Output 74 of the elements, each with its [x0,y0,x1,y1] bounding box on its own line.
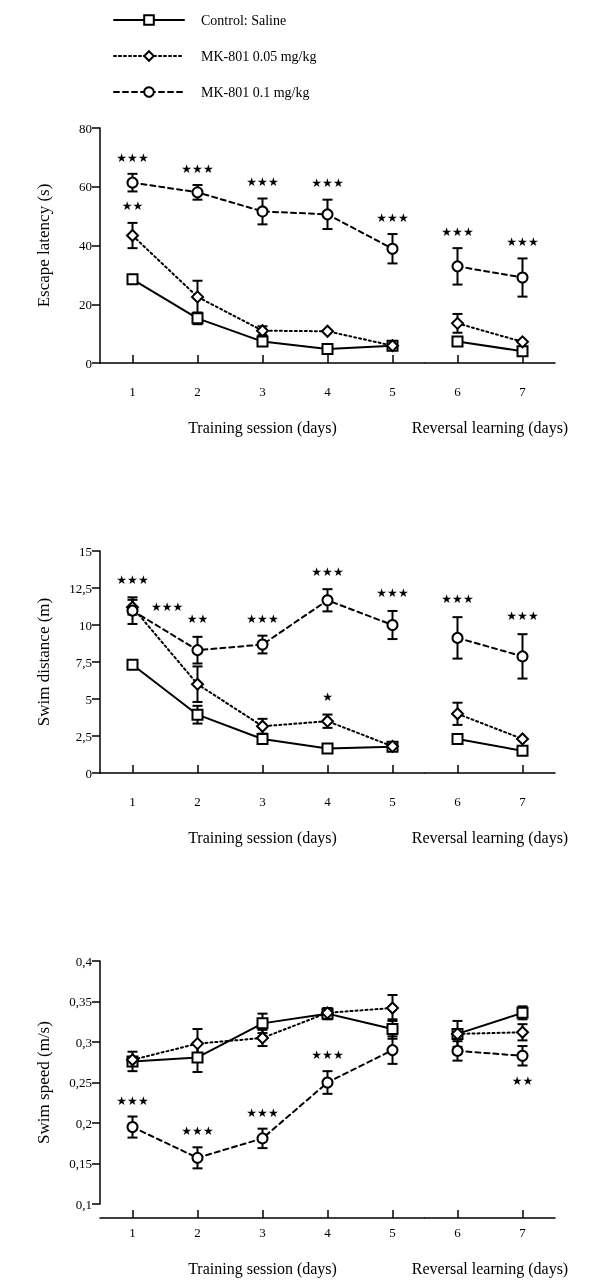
data-label: ★★★ [311,176,344,191]
data-label: ★★★ [116,572,149,587]
y-tick-label: 60 [79,179,92,195]
y-tick-label: 0 [85,355,92,371]
data-label: ★★★ [181,161,214,176]
x-tick-label: 3 [259,384,266,399]
y-tick-label: 10 [79,617,92,633]
y-tick-label: 80 [79,120,92,136]
x-tick-label: 2 [194,1225,201,1240]
x-tick-label: 3 [259,794,266,809]
data-label: ★★★ [506,608,539,623]
y-axis-title: Swim distance (m) [34,597,53,727]
x-axis-title: Reversal learning (days) [411,828,569,847]
y-tick-label: 0,25 [69,1075,92,1090]
x-tick-label: 5 [389,794,396,809]
y-tick-label: 0,3 [75,1034,92,1050]
y-tick-label: 0,15 [69,1156,92,1171]
y-tick-label: 0,2 [75,1115,92,1131]
data-label: ★★★ [116,1093,149,1108]
x-tick-label: 7 [519,384,527,399]
y-axis-title: Escape latency (s) [34,183,53,308]
x-tick-label: 2 [194,794,201,809]
y-tick-label: 0,4 [75,953,93,969]
y-tick-label: 40 [79,238,92,253]
y-axis-title: Swim speed (m/s) [34,1021,53,1144]
data-label: ★★★ [441,224,474,239]
y-tick-label: 5 [85,691,92,707]
x-tick-label: 7 [519,1225,527,1240]
data-label: ★★★ [246,175,279,190]
x-axis-title: Training session (days) [188,418,337,437]
data-label: ★★ [186,612,209,627]
y-tick-label: 0,35 [69,994,92,1009]
y-tick-label: 20 [79,296,92,312]
data-label: ★★★ [376,210,409,225]
data-label: ★ [322,690,333,705]
data-label: ★★★ [181,1124,214,1139]
y-tick-label: 0 [85,765,92,781]
data-label: ★★★ [246,1105,279,1120]
data-label: ★★★ [151,600,184,615]
x-axis-title: Training session (days) [188,828,337,847]
x-tick-label: 1 [129,384,136,399]
data-label: ★★★ [311,565,344,580]
x-tick-label: 4 [324,1225,332,1240]
x-tick-label: 4 [324,794,332,809]
legend-label: MK-801 0.1 mg/kg [201,84,310,100]
data-label: ★★★ [116,150,149,165]
data-label: ★★★ [441,592,474,607]
x-tick-label: 3 [259,1225,266,1240]
x-tick-label: 1 [129,1225,136,1240]
x-tick-label: 1 [129,794,136,809]
x-tick-label: 2 [194,384,201,399]
y-tick-label: 0,1 [75,1196,92,1212]
y-tick-label: 7,5 [75,654,92,670]
x-tick-label: 6 [454,384,462,399]
data-label: ★★★ [246,611,279,626]
legend-label: MK-801 0.05 mg/kg [201,48,317,64]
data-label: ★★★ [376,586,409,601]
x-axis-title: Reversal learning (days) [411,1259,569,1278]
x-tick-label: 6 [454,1225,462,1240]
x-tick-label: 5 [389,384,396,399]
x-tick-label: 7 [519,794,527,809]
data-label: ★★ [511,1074,534,1089]
x-tick-label: 5 [389,1225,396,1240]
x-axis-title: Reversal learning (days) [411,418,569,437]
y-tick-label: 12,5 [69,580,92,596]
x-tick-label: 4 [324,384,332,399]
data-label: ★★ [121,198,144,213]
legend-label: Control: Saline [201,12,287,28]
x-tick-label: 6 [454,794,462,809]
y-tick-label: 2,5 [75,728,92,744]
x-axis-title: Training session (days) [188,1259,337,1278]
y-tick-label: 15 [79,543,92,559]
data-label: ★★★ [311,1048,344,1063]
data-label: ★★★ [506,234,539,249]
